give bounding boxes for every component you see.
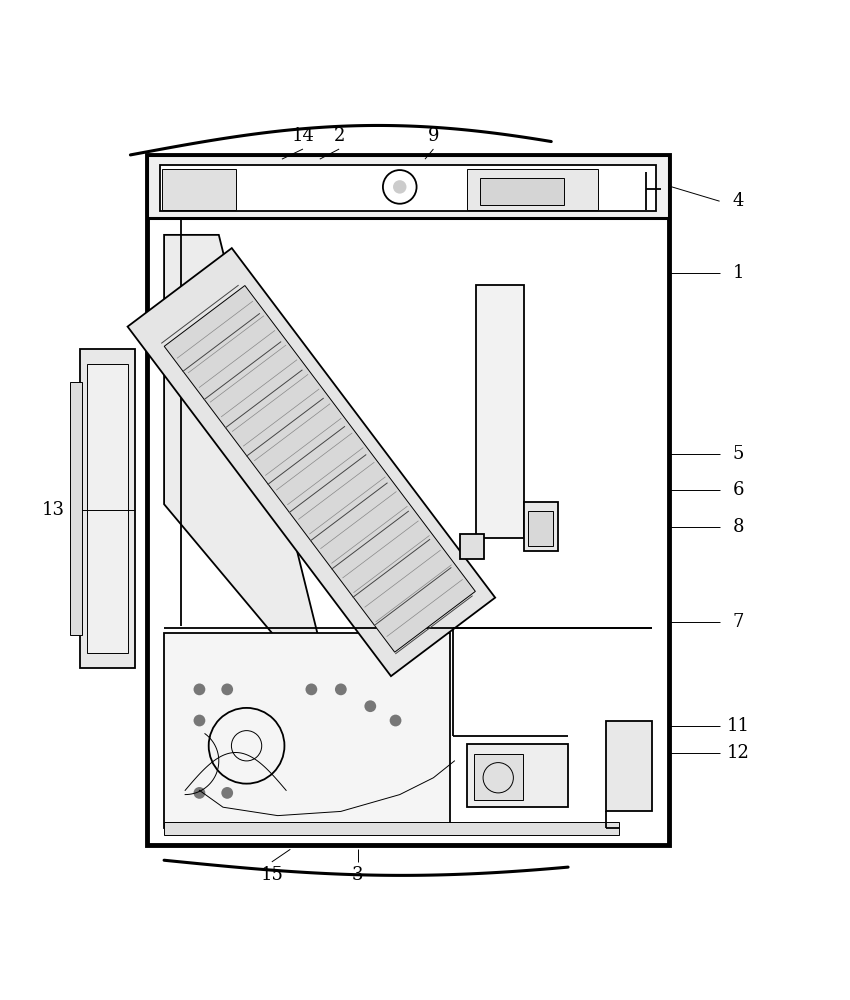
Bar	[70, 382, 82, 635]
Circle shape	[389, 715, 401, 726]
Bar	[468, 169, 598, 210]
Polygon shape	[164, 235, 324, 660]
Text: 12: 12	[727, 744, 750, 762]
Bar	[164, 822, 619, 835]
Polygon shape	[128, 248, 496, 676]
Bar	[475, 285, 524, 538]
Bar	[164, 633, 451, 828]
Polygon shape	[164, 286, 475, 652]
Text: 5: 5	[733, 445, 744, 463]
Text: 11: 11	[727, 717, 750, 735]
Circle shape	[194, 683, 206, 695]
Text: 1: 1	[733, 264, 744, 282]
Bar	[468, 744, 568, 807]
Bar	[87, 364, 128, 653]
Text: 14: 14	[292, 127, 314, 145]
Bar	[473, 754, 523, 800]
Text: 7: 7	[733, 613, 744, 631]
Bar	[147, 155, 669, 218]
Text: 2: 2	[333, 127, 345, 145]
Bar	[524, 502, 558, 550]
Circle shape	[194, 715, 206, 726]
Text: 13: 13	[42, 501, 65, 519]
Text: 3: 3	[352, 866, 364, 884]
Text: 6: 6	[733, 481, 744, 499]
Circle shape	[221, 683, 233, 695]
Bar	[160, 165, 656, 211]
Bar	[528, 511, 553, 546]
Text: 9: 9	[428, 127, 439, 145]
Circle shape	[194, 787, 206, 799]
Circle shape	[335, 683, 347, 695]
Circle shape	[221, 787, 233, 799]
Bar	[147, 155, 669, 845]
Circle shape	[305, 683, 317, 695]
Circle shape	[393, 180, 406, 194]
Bar	[479, 178, 564, 205]
Text: 4: 4	[733, 192, 744, 210]
Circle shape	[365, 700, 377, 712]
Bar	[606, 721, 652, 811]
Bar	[162, 169, 236, 210]
Text: 15: 15	[260, 866, 283, 884]
Bar	[461, 534, 484, 559]
Text: 8: 8	[733, 518, 744, 536]
Bar	[80, 349, 134, 668]
